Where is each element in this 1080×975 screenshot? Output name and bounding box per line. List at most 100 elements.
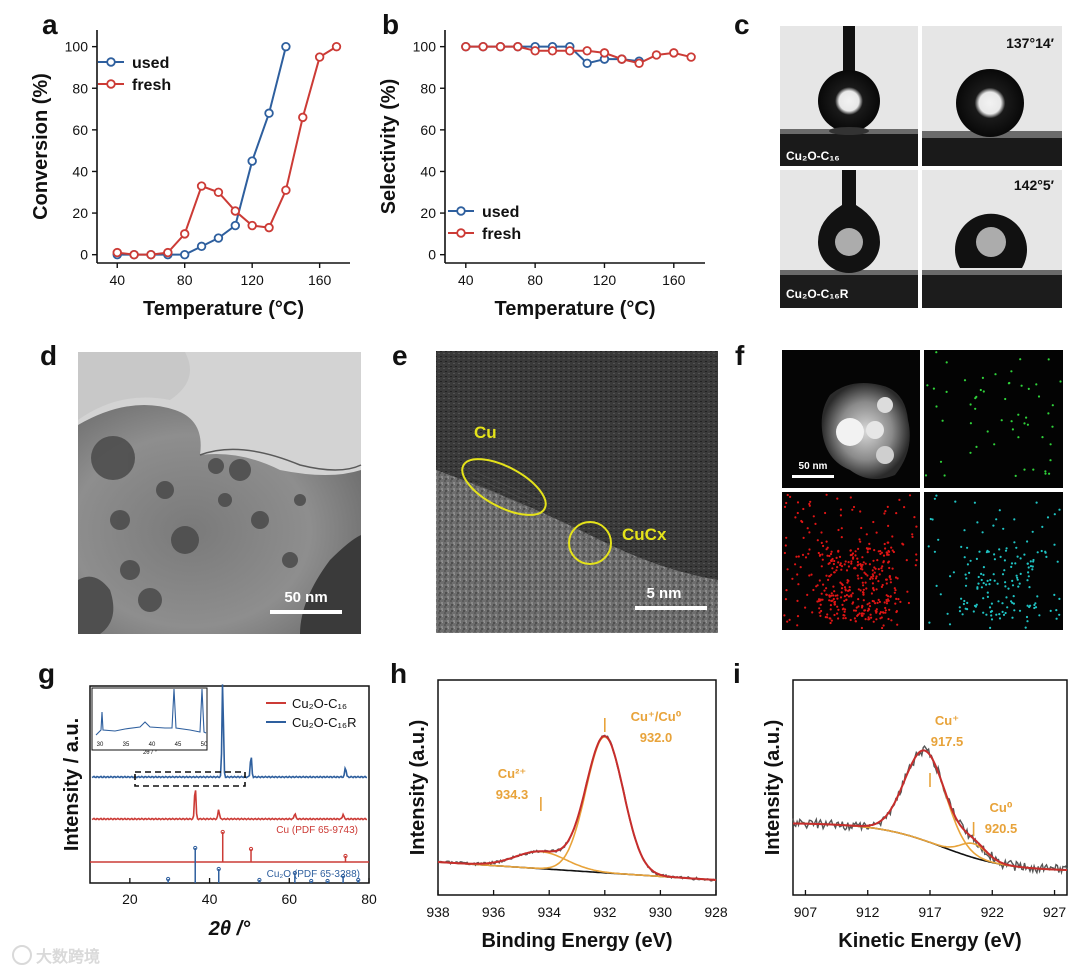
data-point-fresh	[281, 185, 291, 195]
xrd-pattern-cu2o-c16	[91, 790, 368, 821]
eds-dot	[1059, 380, 1062, 383]
eds-dot	[855, 606, 858, 609]
eds-dot	[857, 588, 860, 591]
eds-dot	[968, 571, 971, 575]
eds-dot	[829, 604, 833, 607]
eds-dot	[1026, 423, 1029, 426]
eds-dot	[966, 601, 969, 605]
eds-dot	[1007, 587, 1010, 590]
eds-dot	[933, 550, 937, 553]
eds-dot	[783, 614, 786, 617]
eds-dot	[852, 609, 856, 612]
eds-dot	[830, 592, 833, 595]
eds-dot	[823, 589, 826, 592]
eds-dot	[995, 613, 998, 616]
eds-dot	[829, 621, 832, 625]
eds-dot	[866, 609, 870, 612]
eds-dot	[889, 581, 893, 584]
eds-dot	[889, 595, 892, 598]
eds-dot	[797, 583, 800, 586]
eds-dot	[839, 562, 842, 565]
eds-dot	[867, 618, 870, 621]
eds-dot	[1005, 547, 1008, 550]
eds-dot	[1019, 557, 1022, 560]
eds-dot	[807, 552, 810, 555]
eds-dot	[861, 614, 864, 617]
eds-dot	[1025, 615, 1029, 619]
eds-dot	[885, 600, 889, 603]
eds-dot	[963, 529, 966, 532]
eds-dot	[840, 565, 844, 568]
eds-dot	[1058, 597, 1061, 601]
eds-dot	[829, 608, 832, 611]
eds-dot	[845, 569, 849, 572]
eds-dot	[867, 607, 870, 610]
eds-dot	[808, 548, 811, 551]
x-tick-label: 120	[593, 272, 617, 288]
eds-dot	[821, 553, 824, 556]
eds-dot	[864, 581, 867, 584]
eds-dot	[977, 575, 980, 579]
eds-dot	[849, 549, 852, 552]
legend-label-fresh: fresh	[132, 77, 171, 94]
eds-dot	[796, 511, 799, 515]
eds-dot	[826, 546, 829, 549]
data-point-fresh	[495, 41, 506, 52]
eds-dot	[988, 606, 992, 609]
eds-dot	[907, 601, 911, 605]
eds-dot	[1047, 412, 1050, 415]
eds-dot	[999, 555, 1002, 559]
data-point-fresh	[513, 41, 523, 52]
eds-dot	[887, 553, 890, 556]
inset-tick-label: 45	[175, 742, 182, 748]
eds-dot	[819, 603, 822, 606]
eds-dot	[993, 553, 996, 556]
eds-dot	[828, 554, 831, 558]
eds-dot	[888, 566, 891, 570]
scale-bar-e: 5 nm	[646, 585, 681, 602]
eds-dot	[1010, 565, 1013, 569]
eds-dot	[946, 612, 949, 615]
eds-dot	[1053, 543, 1056, 546]
eds-dot	[885, 578, 888, 581]
eds-dot	[977, 582, 980, 585]
eds-dot	[998, 617, 1002, 620]
angle-top: 137°14′	[1006, 35, 1055, 51]
chart-auger-kinetic: 907 912 917 922 927 Kinetic Energy (eV) Intens…	[762, 679, 1068, 952]
eds-dot	[895, 511, 898, 515]
eds-dot	[903, 506, 906, 509]
eds-dot	[1044, 551, 1047, 554]
eds-dot	[1041, 525, 1044, 529]
eds-dot	[862, 593, 865, 596]
eds-dot	[832, 597, 835, 601]
eds-dot	[837, 549, 840, 552]
eds-dot	[839, 514, 843, 517]
eds-dot	[997, 600, 1000, 603]
eds-dot	[985, 551, 989, 554]
eds-dot	[879, 611, 883, 614]
eds-dot	[1011, 428, 1015, 431]
eds-dot	[975, 603, 978, 606]
eds-dot	[820, 531, 823, 534]
eds-dot	[1001, 610, 1004, 614]
x-tick-label: 80	[361, 891, 377, 907]
eds-dot	[958, 606, 961, 609]
eds-dot	[802, 507, 805, 511]
eds-dot	[841, 583, 844, 587]
eds-dot	[986, 579, 989, 583]
eds-dot	[838, 555, 842, 559]
eds-dot	[1044, 470, 1047, 473]
eds-dot	[840, 568, 843, 571]
eds-dot	[935, 494, 938, 497]
y-tick-label: 40	[72, 163, 88, 179]
eds-dot	[828, 599, 831, 602]
legend-marker-fresh	[456, 228, 466, 238]
eds-dot	[815, 585, 818, 588]
eds-dot	[1027, 575, 1030, 578]
eds-dot	[883, 512, 886, 515]
x-tick-label: 930	[649, 904, 673, 920]
eds-dot	[853, 567, 856, 570]
eds-dot	[961, 613, 964, 616]
eds-dot	[827, 562, 830, 566]
